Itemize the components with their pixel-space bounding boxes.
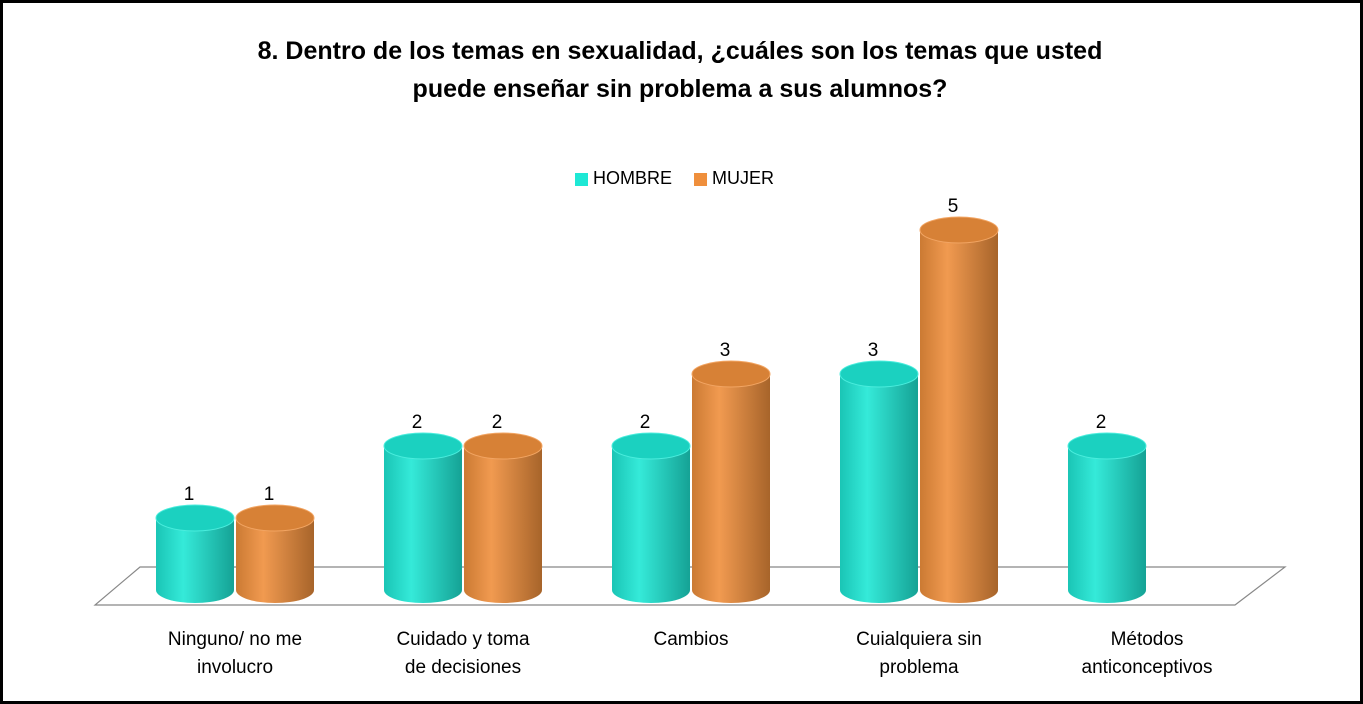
data-label: 3 xyxy=(720,340,731,361)
chart-title: 8. Dentro de los temas en sexualidad, ¿c… xyxy=(257,37,1103,103)
bar-top xyxy=(463,432,543,460)
bar-bottom xyxy=(920,577,998,603)
data-label: 2 xyxy=(1096,412,1107,433)
bar-bottom xyxy=(1068,577,1146,603)
bar-bottom xyxy=(384,577,462,603)
data-label: 3 xyxy=(868,340,879,361)
bar-body xyxy=(1068,446,1146,590)
bar-bottom xyxy=(156,577,234,603)
bar-top xyxy=(691,360,771,388)
bar-bottom xyxy=(612,577,690,603)
bar-top xyxy=(1067,432,1147,460)
x-tick-label: Cuialquiera sin problema xyxy=(856,629,982,678)
bar xyxy=(839,360,919,603)
bar-bottom xyxy=(464,577,542,603)
bar-body xyxy=(920,230,998,590)
data-label: 1 xyxy=(264,484,275,505)
bar xyxy=(383,432,463,603)
bar-top xyxy=(235,504,315,532)
bar-body xyxy=(384,446,462,590)
legend-swatch xyxy=(575,173,588,186)
x-tick-label: Cuidado y toma de decisiones xyxy=(396,629,530,678)
x-tick-label: Métodos anticonceptivos xyxy=(1081,629,1213,678)
legend-label: MUJER xyxy=(712,168,775,188)
bar xyxy=(463,432,543,603)
bar-bottom xyxy=(236,577,314,603)
bar-top xyxy=(839,360,919,388)
bar-body xyxy=(840,374,918,590)
data-label: 2 xyxy=(412,412,423,433)
data-label: 1 xyxy=(184,484,195,505)
legend-label: HOMBRE xyxy=(593,168,673,188)
bar xyxy=(155,504,235,603)
bar-top xyxy=(919,216,999,244)
x-tick-label: Ninguno/ no me involucro xyxy=(167,629,303,678)
x-tick-label: Cambios xyxy=(653,629,729,650)
data-label: 2 xyxy=(640,412,651,433)
bar-top xyxy=(611,432,691,460)
bar-bottom xyxy=(840,577,918,603)
bar xyxy=(691,360,771,603)
bar-body xyxy=(464,446,542,590)
floor xyxy=(93,566,1287,606)
legend-swatch xyxy=(694,173,708,186)
bar xyxy=(919,216,999,603)
bar xyxy=(1067,432,1147,603)
bar-body xyxy=(692,374,770,590)
bar-body xyxy=(612,446,690,590)
bar-top xyxy=(383,432,463,460)
bar-bottom xyxy=(692,577,770,603)
bar xyxy=(235,504,315,603)
data-label: 2 xyxy=(492,412,503,433)
data-label: 5 xyxy=(948,196,959,217)
bar-top xyxy=(155,504,235,532)
bar xyxy=(611,432,691,603)
